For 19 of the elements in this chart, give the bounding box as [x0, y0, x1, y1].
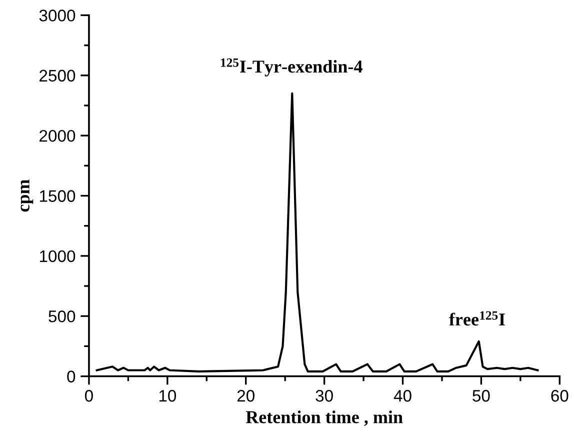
y-tick-label: 1000 [40, 250, 76, 262]
y-tick-label: 3000 [39, 10, 76, 22]
annotation: free$^{125}$I [449, 311, 505, 326]
x-tick-label: 10 [159, 390, 176, 402]
line-series [96, 92, 539, 373]
y-tick-label: 2000 [40, 130, 76, 142]
y-tick-label: 2500 [40, 70, 76, 82]
x-tick-label: 50 [472, 390, 490, 402]
x-tick-label: 30 [316, 390, 333, 402]
y-axis-title: cpm [20, 180, 34, 212]
y-tick-label: 0 [67, 370, 76, 382]
y-tick-label: 500 [48, 310, 76, 322]
x-tick-label: 0 [84, 390, 93, 402]
annotation: $^{125}$I-Tyr-exendin-4 [221, 58, 362, 76]
y-tick-label: 1500 [40, 190, 76, 202]
x-tick-label: 60 [551, 390, 568, 402]
x-tick-label: 40 [394, 390, 412, 402]
x-tick-label: 20 [237, 390, 254, 402]
x-axis-title: Retention time , min [246, 410, 403, 426]
